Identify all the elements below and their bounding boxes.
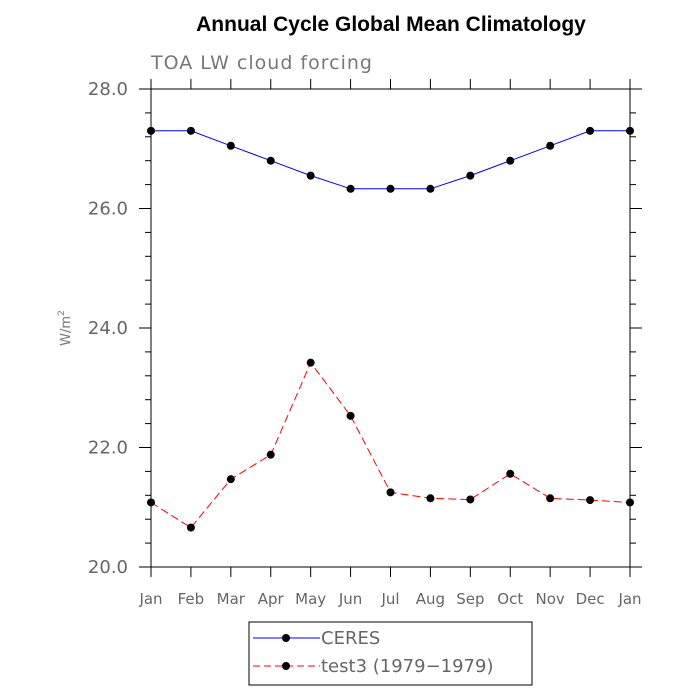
data-point-test3 bbox=[506, 469, 515, 478]
legend-label-test3: test3 (1979−1979) bbox=[321, 656, 494, 677]
data-point-test3 bbox=[386, 488, 395, 497]
data-point-ceres bbox=[306, 171, 315, 180]
data-point-test3 bbox=[266, 450, 275, 459]
data-point-ceres bbox=[266, 156, 275, 165]
data-point-test3 bbox=[226, 475, 235, 484]
x-tick-label: Apr bbox=[258, 590, 285, 608]
y-tick-label: 24.0 bbox=[88, 318, 128, 339]
data-point-test3 bbox=[306, 358, 315, 367]
data-point-test3 bbox=[147, 498, 155, 507]
data-point-ceres bbox=[586, 126, 595, 135]
x-tick-label: Aug bbox=[416, 590, 445, 608]
y-axis-label-superscript: 2 bbox=[57, 310, 67, 316]
legend-marker-ceres bbox=[282, 634, 290, 642]
x-tick-label: Oct bbox=[497, 590, 523, 608]
data-point-ceres bbox=[226, 141, 235, 150]
x-tick-label: Jan bbox=[138, 590, 162, 608]
x-tick-label: Jan bbox=[617, 590, 641, 608]
axis-ticks: 20.0 22.0 24.0 26.0 28.0 Jan Feb Mar Apr May Jun Ju… bbox=[88, 79, 642, 608]
data-point-ceres bbox=[546, 141, 555, 150]
x-tick-label: Jun bbox=[338, 590, 362, 608]
data-point-test3 bbox=[626, 498, 634, 507]
y-axis-label-text: W/m bbox=[59, 316, 74, 346]
data-point-ceres bbox=[626, 126, 634, 135]
series-line-test3 bbox=[150, 361, 631, 529]
legend-marker-test3 bbox=[282, 662, 290, 670]
data-series bbox=[147, 126, 634, 532]
y-tick-label: 26.0 bbox=[88, 199, 128, 220]
data-point-ceres bbox=[186, 126, 195, 135]
legend-label-ceres: CERES bbox=[321, 628, 380, 649]
data-point-ceres bbox=[386, 184, 395, 193]
legend: CERES test3 (1979−1979) bbox=[248, 621, 533, 686]
x-tick-label: Nov bbox=[536, 590, 565, 608]
y-tick-label: 22.0 bbox=[88, 438, 128, 459]
x-tick-label: Mar bbox=[217, 590, 246, 608]
data-point-test3 bbox=[546, 494, 555, 503]
data-point-test3 bbox=[586, 496, 595, 505]
series-line-ceres bbox=[151, 130, 630, 190]
y-axis-label: W/m2 bbox=[57, 310, 74, 346]
x-tick-label: Feb bbox=[178, 590, 205, 608]
legend-box bbox=[248, 621, 533, 686]
chart-subtitle: TOA LW cloud forcing bbox=[150, 52, 373, 74]
data-point-ceres bbox=[147, 126, 155, 135]
x-tick-label: Dec bbox=[576, 590, 605, 608]
x-tick-label: Sep bbox=[456, 590, 484, 608]
data-point-ceres bbox=[426, 184, 435, 193]
data-point-ceres bbox=[466, 171, 475, 180]
y-tick-label: 28.0 bbox=[88, 79, 128, 100]
data-point-ceres bbox=[346, 184, 355, 193]
y-tick-label: 20.0 bbox=[88, 557, 128, 578]
data-point-test3 bbox=[346, 411, 355, 420]
data-point-ceres bbox=[506, 156, 515, 165]
data-point-test3 bbox=[466, 495, 475, 504]
x-tick-label: Jul bbox=[380, 590, 399, 608]
chart-title: Annual Cycle Global Mean Climatology bbox=[196, 13, 586, 36]
data-point-test3 bbox=[186, 523, 195, 532]
x-tick-label: May bbox=[295, 590, 326, 608]
data-point-test3 bbox=[426, 494, 435, 503]
svg-text:W/m2: W/m2 bbox=[57, 310, 74, 346]
